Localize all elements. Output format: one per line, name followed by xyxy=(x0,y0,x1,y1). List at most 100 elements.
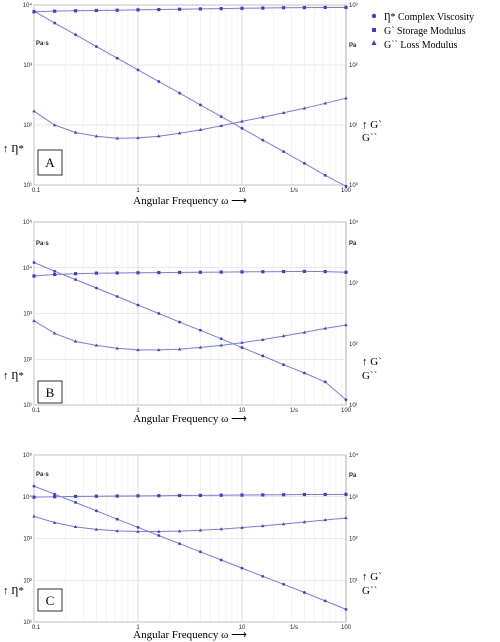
data-point-triangle xyxy=(94,343,99,347)
data-point-square xyxy=(178,493,182,498)
y-tick-label-right: 10³ xyxy=(349,495,358,501)
legend-marker-square xyxy=(372,28,376,32)
y-tick-label-right: 10² xyxy=(349,537,358,543)
y-tick-labels-left: 10¹ 10² 10³ 10⁴ 10⁵ xyxy=(23,452,33,626)
series-line-triangle xyxy=(33,515,347,532)
x-tick-label: 10 xyxy=(239,408,246,414)
y-tick-label-left: 10⁴ xyxy=(23,494,33,501)
panel-label: C xyxy=(46,593,55,608)
data-point-triangle xyxy=(115,136,119,140)
legend-complex-viscosity: Ƞ* Complex Viscosity xyxy=(384,12,474,23)
data-point-circle xyxy=(282,582,286,586)
data-point-square xyxy=(198,7,202,11)
panel-label: A xyxy=(45,155,55,170)
data-point-triangle xyxy=(177,529,182,533)
series-lines xyxy=(33,262,347,401)
data-point-square xyxy=(73,272,78,276)
data-point-circle xyxy=(323,380,327,384)
data-point-square xyxy=(198,493,202,497)
y-tick-labels-right: 10¹ 10² 10³ 10⁴ xyxy=(349,219,359,409)
data-point-square xyxy=(219,493,223,497)
data-point-triangle xyxy=(94,134,99,138)
chart-panel-a: 0.1 1 10 1/s 100 10¹ 10² 10³ 10⁴ 10⁰ 10¹ 10² 10³ P… xyxy=(3,2,382,207)
data-point-square xyxy=(157,271,161,275)
data-point-triangle xyxy=(32,109,36,113)
x-tick-label: 1 xyxy=(136,408,140,414)
data-point-circle xyxy=(178,91,182,95)
data-point-triangle xyxy=(198,128,203,132)
y-tick-label-right: 10⁴ xyxy=(349,219,359,226)
y-axis-label-right-storage: ↑ G` xyxy=(362,119,382,131)
data-point-triangle xyxy=(52,520,57,524)
data-point-circle xyxy=(157,534,161,537)
y-axis-label-left: ↑ Ƞ* xyxy=(3,143,24,155)
data-point-square xyxy=(302,492,306,497)
data-point-triangle xyxy=(136,136,140,140)
series-markers xyxy=(32,5,348,188)
data-point-triangle xyxy=(261,337,265,341)
series-line-circle xyxy=(33,10,347,187)
y-tick-label-right: 10³ xyxy=(349,281,358,287)
series-markers xyxy=(32,261,348,402)
x-axis-label: Angular Frequency ω ⟶ xyxy=(133,195,247,207)
data-point-square xyxy=(115,8,119,12)
data-point-circle xyxy=(240,126,244,130)
y-tick-label-left: 10¹ xyxy=(23,183,32,189)
series-lines xyxy=(33,7,347,187)
data-point-circle xyxy=(302,371,306,375)
data-point-circle xyxy=(157,80,161,83)
y-tick-label-left: 10⁴ xyxy=(23,265,33,272)
data-point-circle xyxy=(282,363,286,367)
x-tick-label: 100 xyxy=(341,188,352,194)
data-point-triangle xyxy=(136,348,140,352)
y-axis-label-right-loss: G`` xyxy=(362,370,377,382)
right-unit-label: Pa xyxy=(349,241,357,247)
y-tick-labels-right: 10⁰ 10¹ 10² 10³ xyxy=(349,3,359,189)
y-tick-label-left: 10¹ xyxy=(23,403,32,409)
data-point-triangle xyxy=(344,96,348,100)
data-point-circle xyxy=(261,138,265,142)
data-point-square xyxy=(136,271,140,275)
y-axis-label-right-loss: G`` xyxy=(362,132,377,144)
panel-label-box xyxy=(37,380,63,404)
data-point-triangle xyxy=(281,334,286,338)
x-tick-label: 100 xyxy=(341,625,352,631)
data-point-triangle xyxy=(32,514,36,518)
data-point-triangle xyxy=(198,528,203,532)
data-point-circle xyxy=(53,269,57,273)
data-point-square xyxy=(219,270,223,274)
data-point-square xyxy=(240,270,244,274)
data-point-circle xyxy=(323,173,327,177)
x-axis-label: Angular Frequency ω ⟶ xyxy=(133,629,247,641)
data-point-triangle xyxy=(52,123,57,127)
data-point-square xyxy=(136,494,140,498)
data-point-square xyxy=(53,9,57,13)
data-point-circle xyxy=(178,542,182,546)
data-point-circle xyxy=(94,509,98,513)
right-unit-label: Pa xyxy=(349,473,357,479)
data-point-square xyxy=(178,7,182,11)
data-point-triangle xyxy=(344,323,348,327)
data-point-square xyxy=(157,494,161,498)
y-axis-label-right-storage: ↑ G` xyxy=(362,356,382,368)
data-point-circle xyxy=(240,346,244,349)
data-point-circle xyxy=(32,9,36,13)
data-point-circle xyxy=(74,33,77,37)
data-point-triangle xyxy=(219,343,223,347)
series-line-triangle xyxy=(33,320,347,351)
data-point-square xyxy=(157,7,161,12)
data-point-triangle xyxy=(115,346,119,350)
data-point-circle xyxy=(136,525,140,529)
x-tick-label: 1 xyxy=(136,188,140,194)
series-line-square xyxy=(33,7,346,13)
x-tick-label: 10 xyxy=(239,188,246,194)
x-tick-labels: 0.1 1 10 1/s 100 xyxy=(32,408,352,414)
data-point-square xyxy=(302,6,306,10)
data-point-circle xyxy=(74,501,77,504)
y-tick-label-left: 10⁵ xyxy=(23,452,33,459)
data-point-triangle xyxy=(136,529,140,533)
data-point-circle xyxy=(32,261,36,264)
data-point-triangle xyxy=(219,527,223,531)
series-line-square xyxy=(33,270,347,277)
